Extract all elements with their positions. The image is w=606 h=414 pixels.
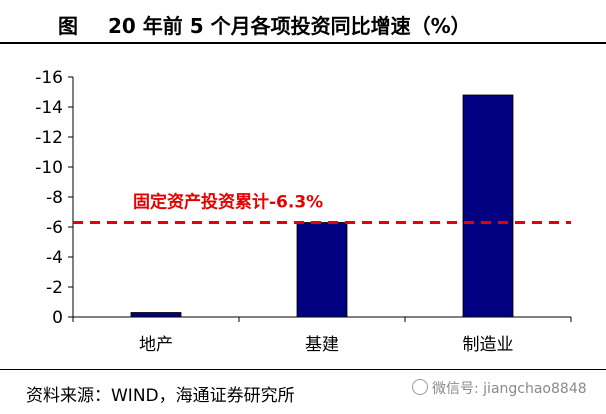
title-bar: 图 20 年前 5 个月各项投资同比增速（%） — [0, 0, 606, 42]
bar-3 — [462, 94, 514, 318]
watermark: 微信号: jiangchao8848 — [412, 378, 587, 398]
y-tick-label: -6 — [46, 218, 63, 238]
reference-line-group: 固定资产投资累计-6.3% — [73, 192, 571, 224]
chart-title: 20 年前 5 个月各项投资同比增速（%） — [108, 14, 471, 38]
x-axis: 地产 基建 制造业 — [72, 316, 572, 355]
bar-1 — [130, 312, 182, 318]
reference-line-label: 固定资产投资累计-6.3% — [133, 192, 323, 213]
x-tick-label: 基建 — [305, 335, 339, 355]
bars — [130, 94, 514, 318]
y-tick-label: 0 — [52, 308, 63, 328]
wechat-icon — [412, 379, 428, 395]
x-tick-label: 地产 — [139, 335, 173, 355]
y-tick-label: -8 — [46, 188, 63, 208]
y-tick-label: -2 — [46, 278, 63, 298]
y-tick-label: -12 — [35, 128, 63, 148]
footer-rule — [0, 369, 606, 370]
y-tick-label: -16 — [35, 68, 63, 88]
x-tick-label: 制造业 — [463, 335, 514, 355]
watermark-text: 微信号: jiangchao8848 — [432, 381, 587, 397]
y-tick-label: -14 — [35, 98, 63, 118]
source-note: 资料来源：WIND，海通证券研究所 — [26, 386, 295, 406]
bar-2 — [296, 222, 348, 318]
bar-chart: 0 -2 -4 -6 -8 -10 -12 -14 -16 地产 基建 制造业 固定资产投资累计-6… — [35, 68, 572, 355]
figure-label: 图 — [58, 14, 78, 38]
y-tick-label: -4 — [46, 248, 63, 268]
title-rule — [0, 42, 606, 44]
y-axis: 0 -2 -4 -6 -8 -10 -12 -14 -16 — [35, 68, 74, 328]
y-tick-label: -10 — [35, 158, 63, 178]
